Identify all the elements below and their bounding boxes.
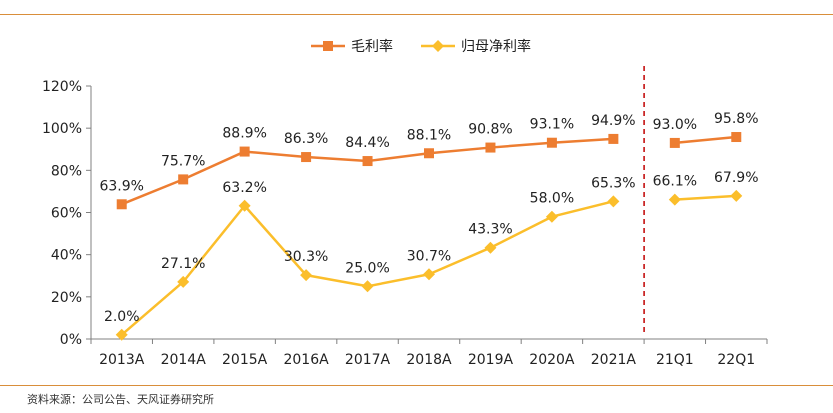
header-rule <box>0 14 833 15</box>
net-margin-data-label: 43.3% <box>468 222 512 238</box>
y-tick-label: 40% <box>51 248 82 264</box>
gross-margin-marker <box>669 137 680 148</box>
gross-margin-data-label: 88.9% <box>222 126 266 142</box>
gross-margin-data-label: 93.1% <box>530 117 574 133</box>
net-margin-marker <box>545 210 558 223</box>
net-margin-marker <box>115 328 128 341</box>
gross-margin-marker <box>731 132 742 143</box>
net-margin-data-label: 2.0% <box>104 309 140 325</box>
gross-margin-data-label: 84.4% <box>345 135 389 151</box>
net-margin-marker <box>177 275 190 288</box>
x-tick-label: 2021A <box>591 352 637 368</box>
gross-margin-legend-label: 毛利率 <box>351 38 393 55</box>
x-tick-label: 22Q1 <box>717 352 755 368</box>
y-tick-label: 120% <box>42 79 82 95</box>
net-margin-marker <box>607 195 620 208</box>
net-margin-legend-marker <box>432 40 444 52</box>
y-tick-label: 80% <box>51 163 82 179</box>
x-tick-label: 2017A <box>345 352 391 368</box>
x-tick-label: 2020A <box>529 352 575 368</box>
gross-margin-marker <box>178 174 189 185</box>
net-margin-marker <box>238 199 251 212</box>
gross-margin-marker <box>116 199 127 210</box>
x-tick-label: 2013A <box>99 352 145 368</box>
x-tick-label: 21Q1 <box>656 352 694 368</box>
x-tick-label: 2019A <box>468 352 514 368</box>
gross-margin-data-label: 93.0% <box>653 117 697 133</box>
x-tick-label: 2015A <box>222 352 268 368</box>
net-margin-data-label: 66.1% <box>653 174 697 190</box>
net-margin-data-label: 63.2% <box>222 180 266 196</box>
net-margin-marker <box>300 269 313 282</box>
series-lines <box>115 132 743 341</box>
gross-margin-marker <box>485 142 496 153</box>
net-margin-line <box>674 194 737 201</box>
chart-legend: 毛利率 归母净利率 <box>311 38 531 55</box>
footer-rule <box>0 385 833 386</box>
gross-margin-data-label: 95.8% <box>714 111 758 127</box>
gross-margin-data-label: 63.9% <box>99 178 143 194</box>
source-note: 资料来源：公司公告、天风证券研究所 <box>27 393 214 406</box>
gross-margin-data-label: 94.9% <box>591 113 635 129</box>
gross-margin-marker <box>362 156 373 167</box>
line-chart: 毛利率 归母净利率 0% 20% 40% 60% 80% 100% 120% 2013A 2014… <box>42 38 768 368</box>
net-margin-data-label: 67.9% <box>714 170 758 186</box>
x-tick-label: 2014A <box>161 352 207 368</box>
net-margin-data-label: 27.1% <box>161 256 205 272</box>
net-margin-marker <box>423 268 435 281</box>
net-margin-data-label: 65.3% <box>591 175 635 191</box>
net-margin-data-label: 30.3% <box>284 249 328 265</box>
net-margin-data-label: 58.0% <box>530 191 574 207</box>
net-margin-data-label: 25.0% <box>345 260 389 276</box>
data-labels: 63.9% 75.7% 88.9% 86.3% 84.4% 88.1% 90.8% 93.1%… <box>99 111 758 325</box>
net-margin-marker <box>484 241 497 254</box>
gross-margin-data-label: 86.3% <box>284 131 328 147</box>
x-tick-label: 2016A <box>283 352 329 368</box>
y-tick-label: 20% <box>51 290 82 306</box>
net-margin-marker <box>730 189 743 202</box>
chart-axes: 0% 20% 40% 60% 80% 100% 120% 2013A 2014A 2015A 201… <box>42 79 768 368</box>
gross-margin-marker <box>239 146 250 157</box>
net-margin-data-label: 30.7% <box>407 248 451 264</box>
gross-margin-data-label: 90.8% <box>468 122 512 138</box>
gross-margin-data-label: 88.1% <box>407 127 451 143</box>
gross-margin-marker <box>608 133 619 144</box>
gross-margin-marker <box>546 137 557 148</box>
gross-margin-marker <box>301 152 312 163</box>
x-tick-label: 2018A <box>406 352 452 368</box>
y-tick-label: 0% <box>60 332 82 348</box>
gross-margin-legend-marker <box>323 41 333 51</box>
gross-margin-marker <box>424 148 434 159</box>
net-margin-marker <box>361 280 374 293</box>
y-tick-label: 60% <box>51 206 82 222</box>
y-tick-label: 100% <box>42 121 82 137</box>
net-margin-marker <box>668 193 681 206</box>
gross-margin-data-label: 75.7% <box>161 153 205 169</box>
gross-margin-line <box>674 135 737 145</box>
net-margin-legend-label: 归母净利率 <box>461 38 531 55</box>
